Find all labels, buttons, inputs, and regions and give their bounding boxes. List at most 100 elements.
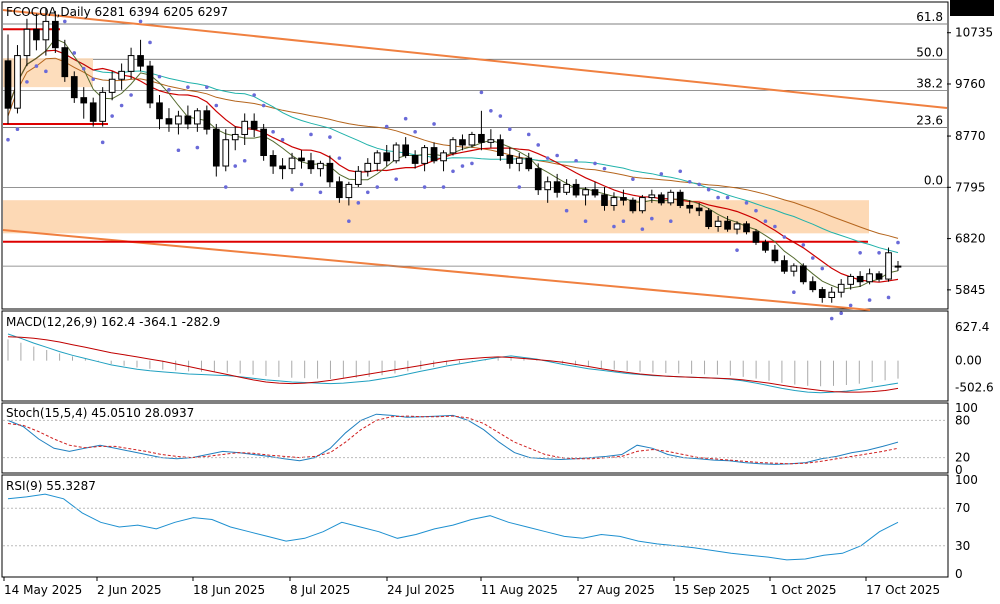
y-tick-label: 8770 [955,129,986,143]
psar-dot [384,124,389,129]
candle-down [809,281,817,291]
y-tick-label: 6820 [955,232,986,246]
psar-dot [631,177,635,181]
psar-dot [432,122,436,126]
candle-down [52,20,59,49]
psar-dot [877,250,881,255]
candle-up [885,252,892,280]
candle-down [402,144,410,156]
x-tick-label: 27 Aug 2025 [578,583,655,597]
psar-dot [280,137,285,142]
psar-dot [678,169,683,174]
main-chart-title: FCOCOA,Daily 6281 6394 6205 6297 [6,5,228,19]
candle-down [459,139,466,146]
candle-down [620,197,627,201]
candle-up [515,157,523,164]
psar-dot [451,169,455,174]
stoch-panel-frame [1,402,949,474]
candle-up [421,147,428,164]
psar-dot [479,90,484,95]
candle-down [298,157,305,162]
candle-up [14,55,21,109]
psar-dot [896,240,900,245]
fib-label: 38.2 [916,76,943,90]
candle-down [383,152,391,162]
psar-dot [829,316,834,321]
psar-dot [526,132,531,137]
candle-down [260,128,267,156]
candle-down [506,155,514,164]
candle-down [307,160,315,170]
psar-dot [697,182,701,187]
psar-dot [6,137,10,142]
x-tick-label: 18 Jun 2025 [193,583,265,597]
rsi-y-tick-label: 70 [955,501,970,515]
stoch-y-tick-label: 100 [955,401,978,415]
psar-dot [375,185,380,189]
candle-down [534,168,542,191]
candle-up [175,115,182,125]
psar-dot [25,80,29,84]
psar-dot [621,219,626,224]
psar-dot [602,166,607,171]
candle-up [222,139,230,167]
psar-dot [100,140,105,145]
psar-dot [110,114,114,118]
fib-label: 0.0 [924,173,943,187]
x-tick-label: 17 Oct 2025 [866,583,940,597]
candle-down [146,65,154,104]
candle-up [563,183,570,193]
candle-down [818,289,826,298]
candle-down [61,47,69,78]
candle-down [4,60,12,109]
psar-dot [205,85,209,89]
candle-up [733,223,741,230]
psar-dot [214,103,219,108]
psar-dot [119,103,124,108]
psar-dot [716,195,720,200]
candle-down [657,194,665,204]
psar-dot [706,187,711,192]
candle-down [572,183,580,196]
candle-down [743,223,750,233]
macd-y-tick-label: 627.4 [955,320,989,334]
candle-up [847,275,855,285]
psar-dot [593,161,597,166]
psar-dot [735,248,739,252]
last-price-box [950,0,994,16]
candle-up [487,139,495,143]
candle-down [33,28,40,41]
main-panel-frame [1,1,949,310]
rsi-y-tick-label: 30 [955,539,970,553]
candle-up [449,139,457,154]
indicator-line [7,415,899,465]
psar-dot [848,303,853,308]
psar-dot [157,74,162,79]
ma-slow-line [7,49,899,254]
psar-dot [138,19,143,24]
candle-down [156,102,163,120]
candle-down [212,128,220,167]
rsi-y-tick-label: 100 [955,473,978,487]
psar-dot [498,114,503,118]
psar-dot [337,156,342,160]
candle-down [705,210,712,227]
psar-dot [328,135,332,139]
candle-up [317,162,324,170]
candle-up [373,152,381,164]
candle-down [752,231,760,243]
psar-dot [34,64,39,68]
indicator-line [7,333,899,394]
stoch-title: Stoch(15,5,4) 45.0510 28.0937 [6,406,194,420]
fib-label: 50.0 [916,45,943,59]
psar-dot [820,266,825,271]
rsi-y-tick-label: 0 [955,567,963,581]
psar-dot [545,156,550,160]
candle-up [790,265,798,272]
candle-down [80,97,88,104]
main-price-panel: 61.8 50.0 38.2 23.6 0.0 10735 9760 8770 7795 6820… [2,0,994,321]
psar-dot [148,40,152,45]
